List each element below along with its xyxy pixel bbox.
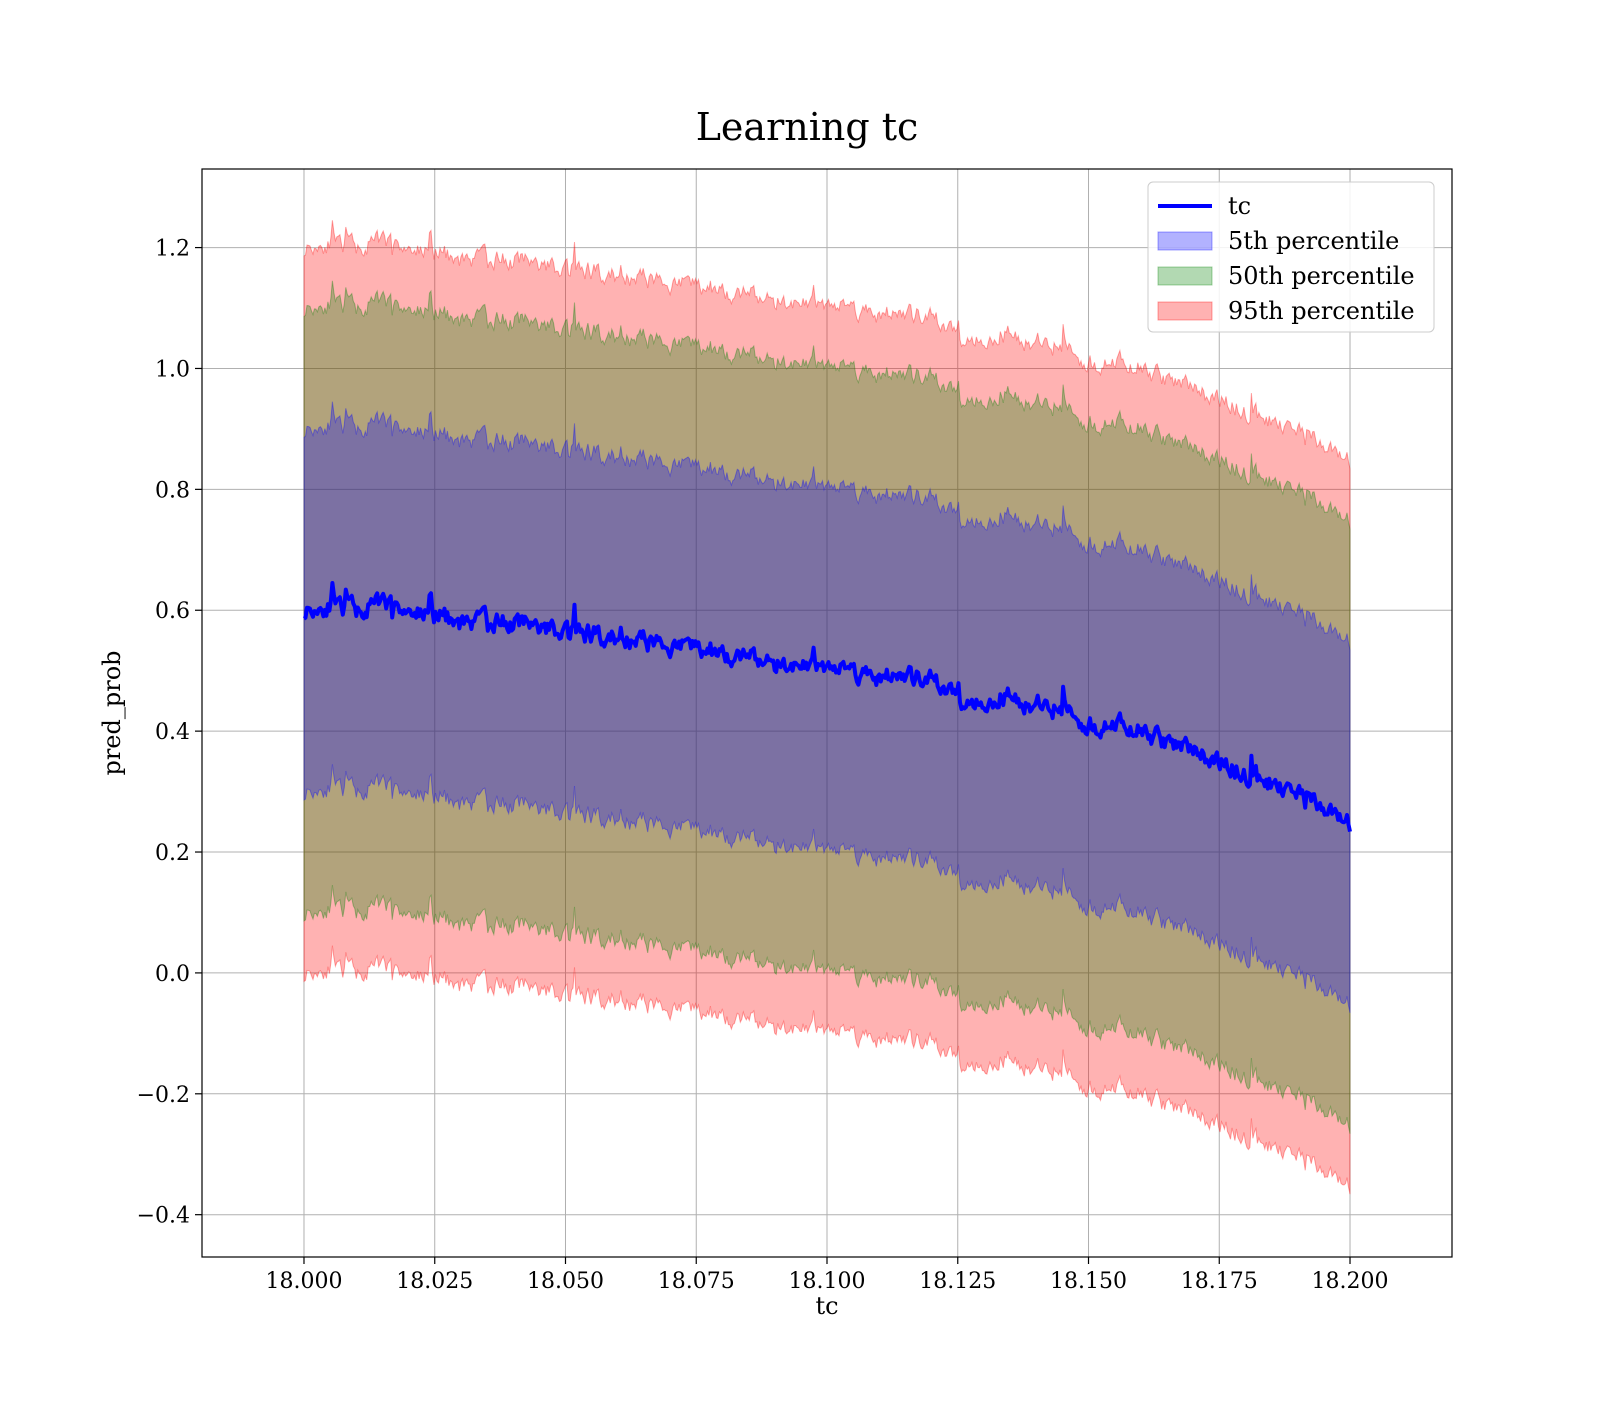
y-tick-label: 1.0 — [155, 357, 190, 382]
y-tick-label: 0.4 — [155, 720, 190, 745]
y-tick-label: −0.4 — [137, 1204, 190, 1229]
band-5th-percentile — [303, 401, 1351, 1014]
chart-title: Learning tc — [696, 105, 919, 149]
legend-swatch-patch — [1157, 266, 1213, 286]
series-lines — [302, 581, 1352, 833]
y-axis-ticks: −0.4 −0.2 0.0 0.2 0.4 0.6 0.8 1.0 1.2 — [137, 237, 202, 1229]
legend: tc 5th percentile 50th percentile 95th perc… — [1147, 181, 1435, 333]
x-tick-label: 18.075 — [658, 1269, 735, 1294]
legend-swatch-patch — [1157, 231, 1213, 251]
x-tick-label: 18.100 — [789, 1269, 866, 1294]
x-tick-label: 18.200 — [1312, 1269, 1389, 1294]
percentile-bands — [303, 220, 1351, 1195]
grid-lines — [202, 169, 1452, 1257]
legend-swatch-patch — [1157, 301, 1213, 321]
band-50th-percentile — [303, 280, 1351, 1134]
legend-entry: tc — [1228, 192, 1251, 220]
x-tick-label: 18.000 — [265, 1269, 342, 1294]
y-tick-label: 0.2 — [155, 841, 190, 866]
band-95th-percentile — [303, 220, 1351, 1195]
y-tick-label: −0.2 — [137, 1083, 190, 1108]
x-tick-label: 18.125 — [919, 1269, 996, 1294]
x-tick-label: 18.050 — [527, 1269, 604, 1294]
y-axis-label: pred_prob — [98, 650, 126, 775]
y-tick-label: 0.0 — [155, 962, 190, 987]
y-tick-label: 1.2 — [155, 237, 190, 262]
legend-box — [1147, 181, 1435, 333]
x-tick-label: 18.025 — [396, 1269, 473, 1294]
legend-entry: 50th percentile — [1228, 262, 1415, 290]
x-axis-label: tc — [815, 1292, 838, 1320]
legend-entry: 5th percentile — [1228, 227, 1399, 255]
y-tick-label: 0.6 — [155, 599, 190, 624]
series-line-tc — [302, 581, 1352, 833]
y-tick-label: 0.8 — [155, 478, 190, 503]
x-axis-ticks: 18.000 18.025 18.050 18.075 18.100 18.125 18.1… — [265, 1257, 1389, 1294]
legend-entry: 95th percentile — [1228, 297, 1415, 325]
x-tick-label: 18.150 — [1050, 1269, 1127, 1294]
x-tick-label: 18.175 — [1181, 1269, 1258, 1294]
